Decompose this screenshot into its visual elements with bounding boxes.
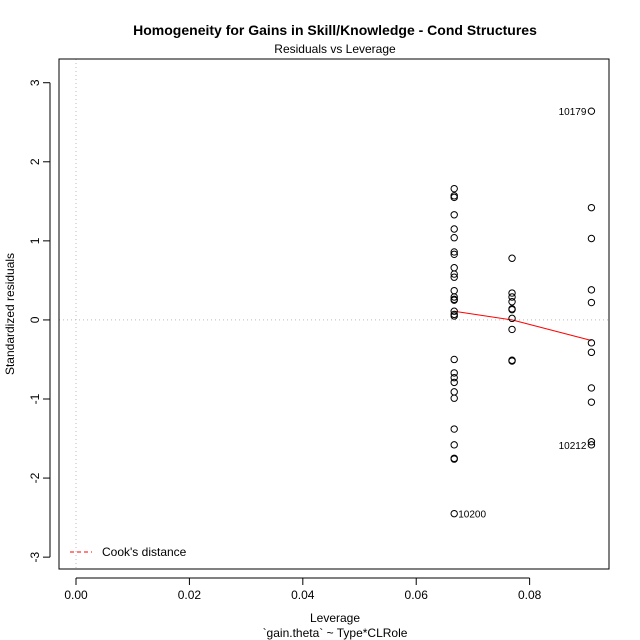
point-labels: 10200 10179 10212 [458,107,587,520]
y-tick-label: 0 [28,316,42,323]
data-point [450,425,458,433]
y-tick-label: -3 [28,551,42,562]
point-label: 10200 [458,510,486,521]
y-tick-label: 3 [28,79,42,86]
data-point [450,307,458,315]
x-axis: 0.00 0.02 0.04 0.06 0.08 [64,577,542,602]
data-point [450,455,458,463]
data-point [450,264,458,272]
data-point [587,398,596,406]
x-tick-label: 0.08 [518,588,542,602]
data-point [450,184,458,193]
point-label: 10179 [559,107,587,118]
data-point [587,384,596,392]
data-point [450,293,458,301]
y-tick-label: -2 [28,472,42,483]
x-axis-formula: `gain.theta` ~ Type*CLRole [263,626,408,640]
data-point [508,289,516,297]
chart-title: Homogeneity for Gains in Skill/Knowledge… [133,22,537,38]
data-point [450,394,458,402]
legend-label-cooks-distance: Cook's distance [102,545,187,559]
x-tick-label: 0.00 [64,588,88,602]
data-point [587,234,596,243]
x-tick-label: 0.04 [291,588,315,602]
smooth-line [454,310,592,341]
data-point [450,233,458,242]
data-point [587,286,596,294]
data-point [508,293,516,301]
data-point [508,325,516,334]
x-tick-label: 0.06 [405,588,429,602]
data-points [450,107,596,518]
data-point [587,437,596,446]
data-point [587,203,596,212]
data-point [450,211,458,219]
y-tick-label: 2 [28,158,42,165]
data-point [450,369,458,377]
data-point [450,509,458,518]
chart-subtitle: Residuals vs Leverage [274,42,396,56]
data-point [587,339,596,347]
data-point [450,270,458,278]
data-point [450,312,458,320]
data-point [587,107,596,115]
data-point [587,348,596,357]
data-point [450,273,458,281]
data-point [587,298,596,307]
y-axis-label: Standardized residuals [3,253,17,375]
data-point [450,248,458,256]
smooth-line-layer [454,310,592,341]
data-point [508,254,516,262]
data-point [450,286,458,295]
data-point [450,250,458,259]
data-point [450,355,458,364]
data-point [450,441,458,449]
data-point [587,441,596,449]
data-point [450,373,458,382]
plot-frame [58,58,610,570]
data-point [450,225,458,233]
data-point [508,314,516,323]
data-point [450,296,458,304]
reference-lines [59,59,609,569]
data-point [508,305,516,314]
y-tick-label: -1 [28,393,42,404]
x-tick-label: 0.02 [178,588,202,602]
x-axis-label: Leverage [310,611,360,625]
y-axis: -3 -2 -1 0 1 2 3 [28,79,51,562]
data-point [450,388,458,396]
y-tick-label: 1 [28,237,42,244]
legend: Cook's distance [70,545,187,559]
data-point [508,357,516,365]
point-label: 10212 [559,441,587,452]
data-point [450,378,458,387]
data-point [450,193,458,202]
data-point [508,298,516,306]
